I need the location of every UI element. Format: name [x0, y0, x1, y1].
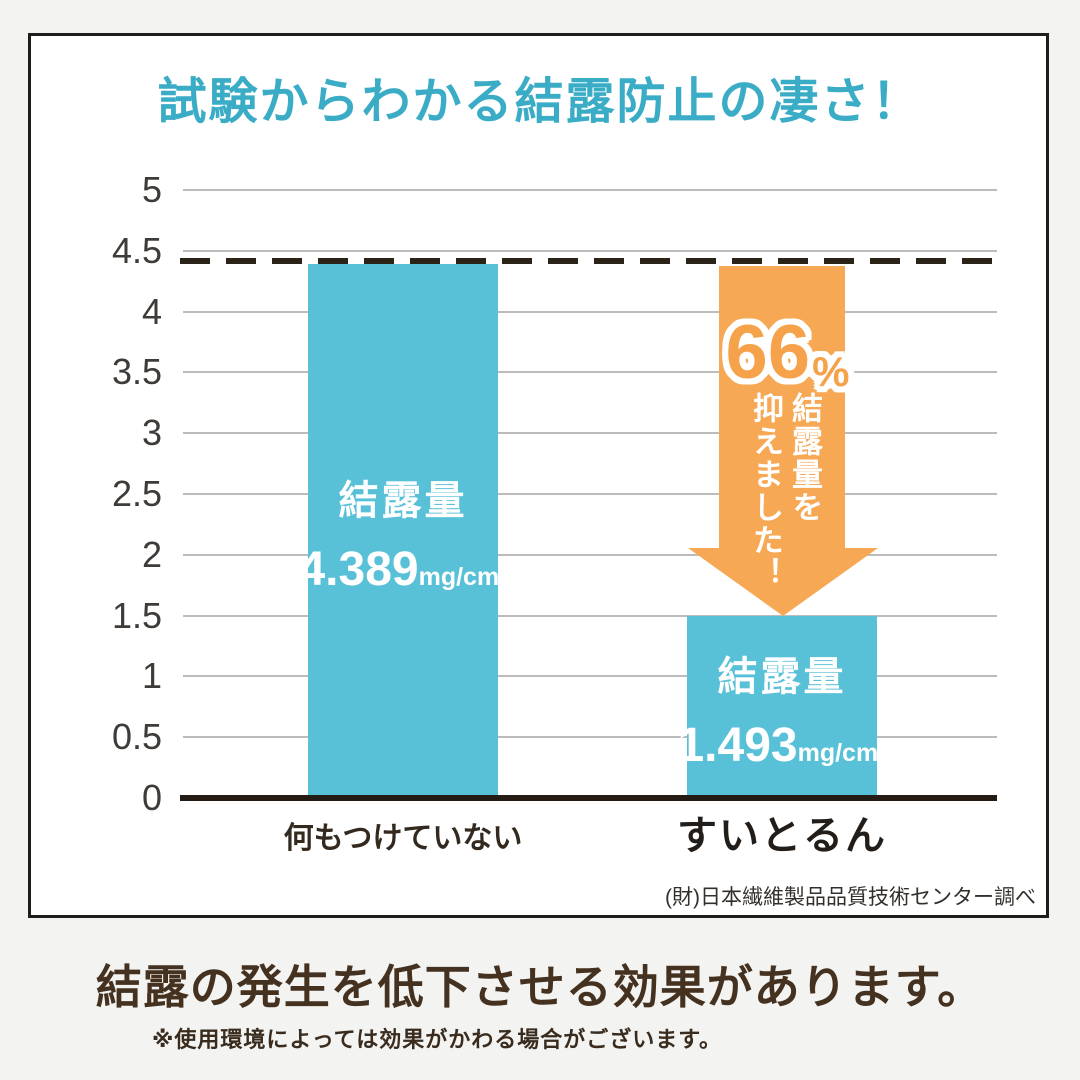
footer-note: ※使用環境によっては効果がかわる場合がございます。: [152, 1027, 722, 1052]
y-axis-tick-label: 5: [141, 169, 162, 210]
chart-card: [28, 33, 1049, 918]
y-axis-tick-label: 1: [141, 655, 162, 697]
gridline: [183, 675, 997, 678]
gridline: [183, 371, 997, 374]
y-axis-tick-label: 3: [141, 412, 162, 454]
gridline: [183, 249, 997, 252]
y-axis-tick-label: 4: [141, 290, 162, 332]
gridline: [183, 432, 997, 435]
percent-reduction: 66 %: [705, 310, 870, 395]
footer-heading: 結露の発生を低下させる効果があります。: [95, 961, 985, 1013]
gridline: [183, 189, 997, 191]
y-axis-tick-label: 3.5: [111, 351, 162, 393]
bar-value-number: 4.389: [298, 543, 419, 597]
gridline: [183, 553, 997, 556]
bar-label: 結露量: [338, 479, 468, 524]
bar-value-number: 1.493: [677, 719, 798, 773]
y-axis-tick-label: 0: [141, 777, 162, 818]
down-arrow-shaft: [719, 266, 845, 548]
source-credit: (財)日本繊維製品品質技術センター調べ: [665, 886, 1036, 909]
reference-dashed-line: [180, 258, 997, 265]
y-axis-tick-label: 4.5: [111, 229, 162, 271]
bar-no-treatment: 結露量 4.389mg/cm²: [298, 264, 508, 798]
gridline: [183, 736, 997, 739]
arrow-vertical-text-line: 抑えました！: [748, 392, 783, 590]
bar-label: 結露量: [717, 655, 847, 700]
bar-value: 1.493mg/cm²: [677, 722, 886, 770]
arrow-vertical-text: 結露量を 抑えました！: [744, 392, 824, 592]
bar-suitorun: 結露量 1.493mg/cm²: [677, 616, 887, 798]
gridline: [183, 493, 997, 495]
y-axis-tick-label: 0.5: [111, 716, 162, 758]
x-label-no-treatment: 何もつけていない: [283, 822, 523, 855]
percent-symbol: %: [812, 348, 850, 396]
arrow-vertical-text-line: 結露量を: [787, 392, 822, 524]
y-axis-tick-label: 2: [141, 533, 162, 575]
gridline: [183, 614, 997, 617]
gridline: [183, 310, 997, 313]
down-arrow-head-icon: [688, 548, 878, 616]
bar-value-unit: mg/cm²: [797, 739, 887, 768]
x-axis-baseline: [180, 795, 997, 801]
y-axis-tick-label: 2.5: [111, 473, 162, 514]
x-label-suitorun: すいとるん: [677, 814, 887, 858]
page-title: 試験からわかる結露防止の凄さ！: [157, 75, 923, 129]
bar-value: 4.389mg/cm²: [298, 546, 507, 594]
y-axis-tick-label: 1.5: [111, 594, 162, 636]
percent-number: 66: [725, 310, 811, 395]
bar-value-unit: mg/cm²: [418, 563, 508, 592]
